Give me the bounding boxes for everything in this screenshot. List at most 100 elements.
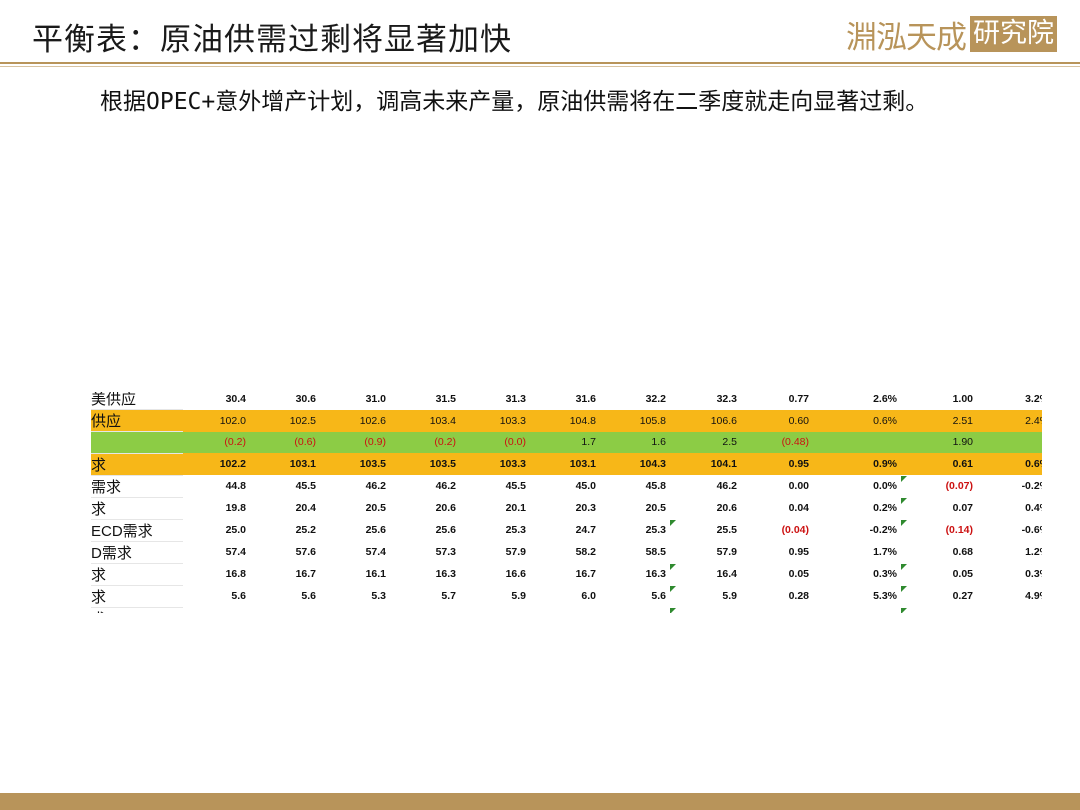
table-cell: 106.6: [669, 409, 740, 432]
table-cell: 0.05: [900, 563, 976, 585]
table-cell: 35.4: [249, 607, 319, 613]
table-cell: 0.68: [952, 546, 973, 558]
table-cell: 20.5: [365, 502, 386, 514]
table-cell: 0.0%: [873, 480, 897, 492]
table-row: 供应 102.0 102.5 102.6 103.4 103.3 104.8 105.8 106…: [91, 409, 1042, 432]
table-cell: 20.4: [295, 502, 316, 514]
table-cell: 20.6: [435, 502, 456, 514]
table-cell: 35.4: [459, 607, 529, 613]
table-cell: 0.27: [900, 585, 976, 607]
row-label: 求: [91, 607, 183, 613]
table-row: (0.2) (0.6) (0.9) (0.2) (0.0) 1.7 1.6 2.5 (0.48)…: [91, 431, 1042, 454]
table-cell: 36.6: [599, 607, 669, 613]
table-cell: 104.8: [529, 409, 599, 432]
table-cell: 16.3: [645, 568, 666, 580]
table-cell: 32.3: [716, 392, 737, 405]
table-cell: 0.4%: [1025, 502, 1042, 514]
table-cell: 102.5: [249, 409, 319, 432]
table-cell: 35.0: [183, 607, 249, 613]
table-cell: 46.2: [365, 480, 386, 492]
table-cell: 0.05: [788, 568, 809, 580]
table-cell: 0.36: [900, 607, 976, 613]
table-cell: 103.5: [389, 453, 459, 475]
table-cell: -0.2%: [869, 524, 897, 536]
table-cell: 35.6: [669, 607, 740, 613]
table-cell: 31.6: [575, 392, 596, 405]
table-cell: 45.8: [645, 480, 666, 492]
table-row: 求35.035.435.935.335.435.536.635.60.621.8…: [91, 607, 1042, 613]
table-cell: 35.3: [389, 607, 459, 613]
table-cell: 16.4: [669, 563, 740, 585]
table-cell: 1.90: [900, 431, 976, 453]
table-cell: -0.6%: [1021, 524, 1042, 536]
table-cell: 20.5: [645, 502, 666, 514]
table-cell: 5.9: [669, 585, 740, 607]
table-cell: [812, 431, 900, 453]
table-cell: 104.1: [669, 453, 740, 475]
balance-table-crop: 美供应 30.4 30.6 31.0 31.5 31.3 31.6 32.2 32.3 0.77 2…: [91, 392, 1042, 613]
table-cell: (0.0): [459, 431, 529, 453]
table-cell: 1.7%: [873, 546, 897, 558]
row-label: 求: [91, 497, 183, 520]
table-cell: 25.6: [365, 524, 386, 536]
logo-wordmark: 淵泓天成: [846, 19, 967, 56]
table-cell: 31.3: [505, 392, 526, 405]
table-row: 求 102.2 103.1 103.5 103.5 103.3 103.1 104.3 104.…: [91, 453, 1042, 476]
table-cell: 57.9: [505, 546, 526, 558]
table-cell: 102.0: [183, 409, 249, 432]
table-cell: (0.9): [319, 431, 389, 453]
table-cell: 16.7: [295, 568, 316, 580]
table-cell: 1.2%: [1025, 546, 1042, 558]
table-row: 求 16.8 16.7 16.1 16.3 16.6 16.7 16.3 16.4 0.05 0.3…: [91, 563, 1042, 586]
table-cell: 1.0%: [976, 607, 1042, 613]
table-cell: 0.07: [900, 497, 976, 519]
row-label: 需求: [91, 475, 183, 498]
table-cell: 103.1: [529, 453, 599, 475]
table-cell: 45.5: [505, 480, 526, 492]
row-label: ECD需求: [91, 519, 183, 542]
table-cell: 19.8: [225, 502, 246, 514]
table-cell: 30.6: [295, 392, 316, 405]
table-row: ECD需求 25.0 25.2 25.6 25.6 25.3 24.7 25.3 25.5 (0.…: [91, 519, 1042, 542]
table-cell: 57.9: [716, 546, 737, 558]
table-cell: (0.14): [900, 519, 976, 541]
table-cell: 20.1: [505, 502, 526, 514]
table-cell: 0.60: [740, 409, 812, 432]
row-label: D需求: [91, 541, 183, 564]
table-cell: [976, 431, 1042, 453]
table-cell: 16.8: [225, 568, 246, 580]
table-cell: 25.5: [669, 519, 740, 541]
table-cell: 45.5: [295, 480, 316, 492]
row-label: 求: [91, 563, 183, 586]
table-cell: 5.6: [301, 590, 316, 602]
table-cell: 105.8: [599, 409, 669, 432]
header-divider-thin: [0, 66, 1080, 67]
table-cell: 57.4: [225, 546, 246, 558]
table-cell: 1.00: [952, 392, 973, 405]
table-cell: 25.3: [645, 524, 666, 536]
table-cell: 103.4: [389, 409, 459, 432]
table-cell: 5.3%: [873, 590, 897, 602]
table-cell: 0.62: [740, 607, 812, 613]
table-cell: 58.5: [645, 546, 666, 558]
table-cell: 102.6: [319, 409, 389, 432]
table-cell: 103.3: [459, 453, 529, 475]
table-cell: 30.4: [225, 392, 246, 405]
table-cell: 103.5: [319, 453, 389, 475]
table-cell: 2.4%: [976, 409, 1042, 432]
table-cell: 35.9: [319, 607, 389, 613]
table-cell: 32.2: [645, 392, 666, 405]
table-cell: 0.95: [740, 453, 812, 475]
table-cell: 5.9: [511, 590, 526, 602]
table-cell: 1.7: [529, 431, 599, 453]
table-cell: 0.3%: [1025, 568, 1042, 580]
table-cell: 31.5: [435, 392, 456, 405]
table-row: 需求 44.8 45.5 46.2 46.2 45.5 45.0 45.8 46.2 0.00 0.…: [91, 475, 1042, 498]
table-cell: 0.28: [788, 590, 809, 602]
table-row: D需求 57.4 57.6 57.4 57.3 57.9 58.2 58.5 57.9 0.95 1…: [91, 541, 1042, 564]
table-cell: 3.2%: [1025, 392, 1042, 405]
table-cell: 25.2: [295, 524, 316, 536]
table-cell: 102.2: [183, 453, 249, 475]
table-cell: 103.1: [249, 453, 319, 475]
table-cell: 0.3%: [873, 568, 897, 580]
